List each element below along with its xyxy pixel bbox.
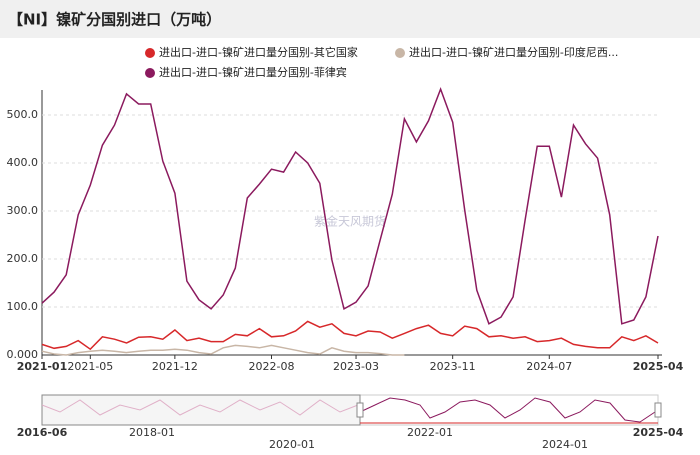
y-tick-label: 300.0 xyxy=(7,204,39,217)
navigator-handle[interactable] xyxy=(654,402,662,418)
chart-title: 【NI】镍矿分国别进口（万吨） xyxy=(8,11,221,29)
navigator-mask xyxy=(41,394,361,426)
navigator-label: 2016-06 xyxy=(17,426,68,439)
series-line xyxy=(41,320,659,351)
navigator-line xyxy=(359,397,656,423)
navigator-label: 2024-01 xyxy=(542,438,588,451)
navigator-line xyxy=(41,399,359,416)
navigator-handle[interactable] xyxy=(356,402,364,418)
x-tick-label: 2021-05 xyxy=(67,360,113,373)
legend-marker xyxy=(145,68,155,78)
x-tick-label: 2021-01 xyxy=(17,360,68,373)
x-tick-label: 2021-12 xyxy=(152,360,198,373)
legend-marker xyxy=(145,48,155,58)
series-line xyxy=(41,86,659,325)
y-tick-label: 500.0 xyxy=(7,108,39,121)
y-tick-label: 400.0 xyxy=(7,156,39,169)
navigator-label: 2025-04 xyxy=(633,426,684,439)
legend-label: 进出口-进口-镍矿进口量分国别-其它国家 xyxy=(159,45,358,59)
y-tick-label: 100.0 xyxy=(7,300,39,313)
legend-label: 进出口-进口-镍矿进口量分国别-印度尼西... xyxy=(409,45,618,59)
x-tick-label: 2025-04 xyxy=(633,360,684,373)
navigator-label: 2022-01 xyxy=(407,426,453,439)
x-tick-label: 2023-03 xyxy=(333,360,379,373)
navigator-label: 2020-01 xyxy=(269,438,315,451)
navigator-label: 2018-01 xyxy=(129,426,175,439)
x-tick-label: 2023-11 xyxy=(430,360,476,373)
title-bar xyxy=(0,0,700,38)
legend-marker xyxy=(395,48,405,58)
y-tick-label: 200.0 xyxy=(7,252,39,265)
watermark: 紫金天风期货 xyxy=(314,214,386,229)
y-tick-label: 0.000 xyxy=(7,348,39,361)
series-line xyxy=(41,344,405,356)
x-tick-label: 2022-08 xyxy=(249,360,295,373)
legend-label: 进出口-进口-镍矿进口量分国别-菲律宾 xyxy=(159,65,347,79)
x-tick-label: 2024-07 xyxy=(526,360,572,373)
